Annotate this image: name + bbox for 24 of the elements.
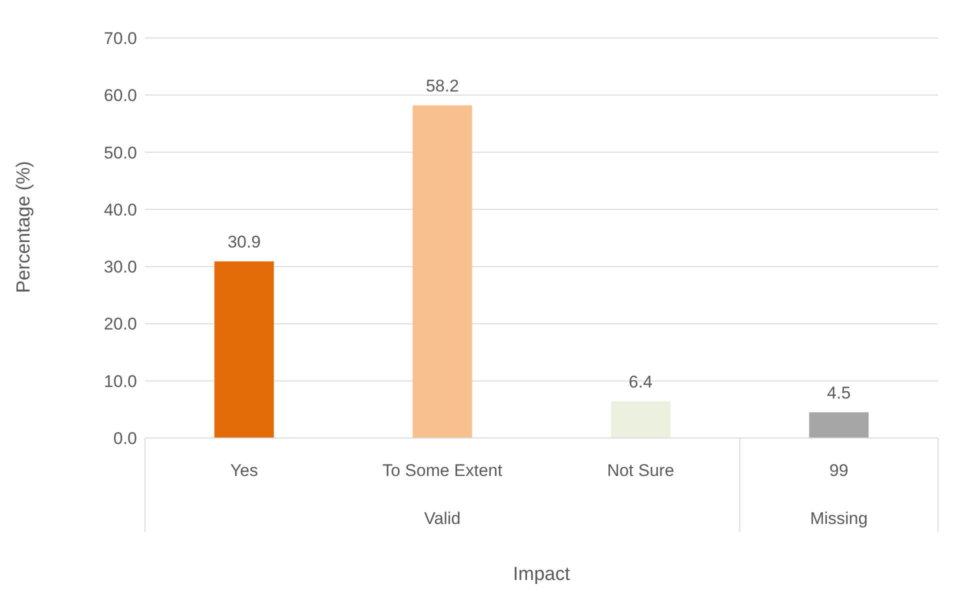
y-tick-label: 50.0 (104, 143, 137, 162)
data-label: 6.4 (628, 372, 652, 392)
bar (412, 105, 472, 438)
text: Missing (810, 509, 868, 528)
x-tick-label: 99 (829, 461, 848, 480)
x-tick-label: To Some Extent (382, 461, 503, 480)
bar (809, 412, 869, 438)
x-axis-title: Impact (512, 564, 571, 585)
y-tick-label: 60.0 (104, 86, 137, 106)
y-tick-label: 30.0 (104, 258, 137, 277)
y-tick-label: 40.0 (104, 200, 137, 220)
x-tick-label: Not Sure (607, 461, 674, 480)
data-label: 58.2 (426, 76, 459, 96)
data-label: 30.9 (228, 232, 261, 252)
text: Valid (424, 509, 461, 528)
y-tick-label: 70.0 (104, 29, 137, 48)
bar (214, 261, 274, 438)
y-tick-label: 20.0 (104, 314, 137, 334)
y-tick-label: 0.0 (113, 429, 137, 448)
y-axis-title: Percentage (%) (14, 160, 35, 293)
y-tick-label: 10.0 (104, 372, 137, 391)
x-tick-label: Yes (230, 461, 258, 480)
data-label: 4.5 (827, 383, 851, 402)
bar (610, 401, 670, 438)
